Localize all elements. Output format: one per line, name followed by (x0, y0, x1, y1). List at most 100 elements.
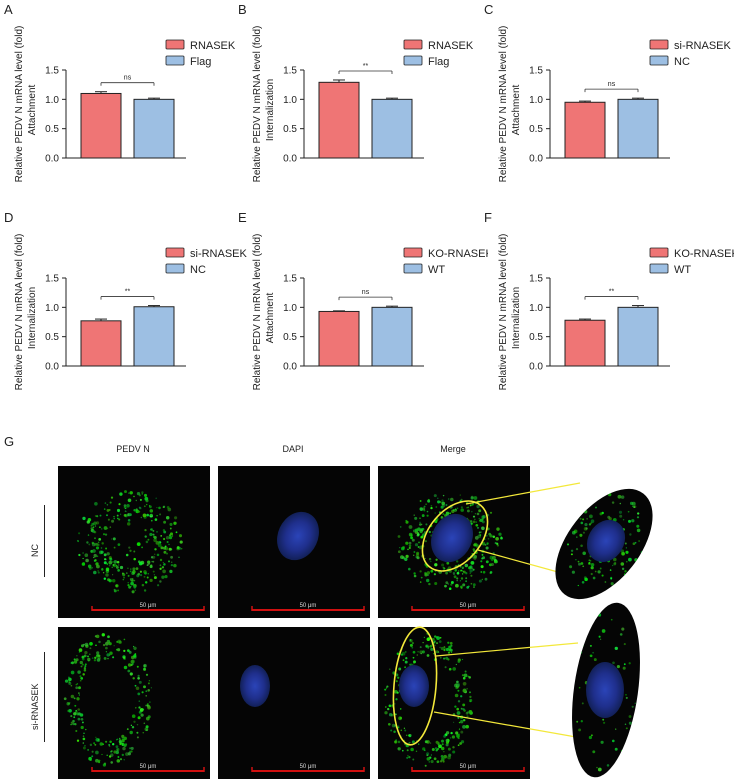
green-punctum (593, 597, 596, 601)
green-punctum (456, 711, 461, 715)
green-punctum (95, 644, 97, 646)
green-punctum (641, 563, 644, 566)
green-punctum (582, 531, 585, 534)
green-punctum (457, 716, 460, 719)
green-punctum (459, 494, 461, 496)
green-punctum (621, 749, 624, 753)
green-punctum (92, 549, 96, 553)
green-punctum (430, 569, 434, 573)
green-punctum (405, 541, 409, 545)
y-axis-sublabel: Attachment (265, 292, 276, 343)
green-punctum (399, 708, 402, 710)
green-punctum (469, 700, 472, 702)
green-punctum (434, 512, 437, 514)
green-punctum (630, 573, 633, 576)
green-punctum (108, 745, 111, 748)
zoom-nucleus-si-rnasek (586, 662, 624, 718)
green-punctum (123, 576, 125, 579)
legend-swatch (165, 39, 185, 50)
green-punctum (152, 570, 155, 573)
green-punctum (95, 750, 99, 755)
bar (80, 92, 122, 159)
green-punctum (137, 560, 141, 564)
green-punctum (130, 568, 132, 570)
green-punctum (422, 641, 424, 644)
green-punctum (600, 605, 604, 609)
green-punctum (592, 598, 596, 602)
green-punctum (466, 711, 470, 714)
green-punctum (162, 569, 166, 574)
green-punctum (173, 521, 177, 525)
green-punctum (396, 652, 400, 656)
green-punctum (402, 659, 405, 662)
green-punctum (73, 660, 78, 664)
green-punctum (78, 532, 81, 535)
green-punctum (144, 581, 148, 584)
green-punctum (472, 548, 476, 551)
green-punctum (405, 734, 408, 737)
green-punctum (106, 653, 110, 657)
green-punctum (579, 533, 583, 537)
green-punctum (85, 728, 87, 731)
green-punctum (78, 686, 81, 690)
green-punctum (73, 716, 76, 719)
green-punctum (138, 710, 142, 714)
green-punctum (125, 507, 128, 509)
green-punctum (91, 657, 94, 659)
green-punctum (578, 650, 583, 655)
green-punctum (635, 579, 638, 582)
green-punctum (408, 544, 412, 548)
green-punctum (133, 646, 137, 650)
green-punctum (83, 667, 87, 670)
green-punctum (414, 543, 419, 547)
green-punctum (450, 583, 453, 586)
green-punctum (443, 646, 446, 648)
legend-swatch (403, 263, 423, 274)
green-punctum (398, 667, 402, 671)
green-punctum (627, 510, 630, 513)
green-punctum (468, 676, 471, 679)
green-punctum (143, 493, 148, 497)
green-punctum (395, 713, 397, 716)
green-punctum (162, 529, 166, 532)
green-punctum (95, 634, 100, 639)
green-punctum (610, 590, 613, 593)
green-punctum (87, 749, 89, 751)
green-punctum (163, 563, 166, 566)
green-punctum (479, 534, 482, 536)
green-punctum (156, 531, 158, 533)
green-punctum (106, 504, 109, 506)
green-punctum (142, 732, 144, 734)
green-punctum (622, 666, 626, 670)
green-punctum (413, 514, 415, 516)
green-punctum (149, 509, 154, 513)
green-punctum (73, 697, 76, 700)
green-punctum (460, 695, 463, 698)
green-punctum (582, 565, 585, 568)
green-punctum (133, 550, 136, 553)
green-punctum (632, 542, 636, 546)
green-punctum (573, 509, 575, 512)
green-punctum (475, 521, 478, 523)
green-punctum (426, 510, 429, 513)
green-punctum (449, 512, 451, 515)
green-punctum (586, 518, 588, 520)
green-punctum (103, 526, 108, 530)
green-punctum (131, 571, 135, 575)
green-punctum (602, 721, 606, 724)
green-punctum (469, 565, 473, 569)
green-punctum (460, 740, 465, 744)
green-punctum (169, 569, 173, 574)
green-punctum (612, 661, 615, 665)
green-punctum (441, 563, 445, 567)
green-punctum (155, 497, 157, 499)
chart-C: 0.0 0.5 1.0 1.5 Relative PEDV N mRNA level (… (498, 26, 732, 183)
green-punctum (143, 722, 146, 725)
green-punctum (96, 564, 100, 569)
green-punctum (75, 729, 78, 733)
green-punctum (126, 522, 131, 526)
green-punctum (84, 663, 87, 666)
green-punctum (144, 496, 149, 501)
image-pedv-n-nc (58, 466, 210, 618)
green-punctum (583, 510, 588, 514)
